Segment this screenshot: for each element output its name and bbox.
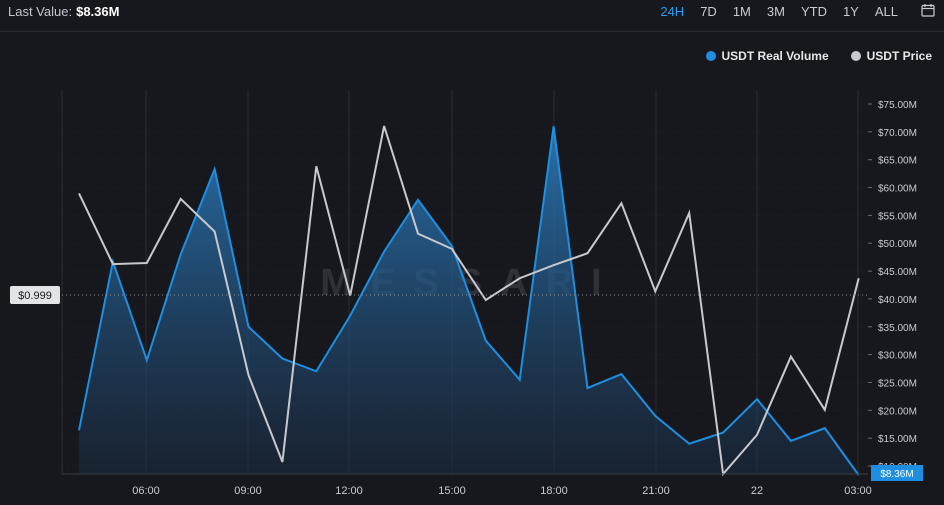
x-tick-label: 22 — [751, 485, 763, 497]
y-tick-label: $40.00M — [878, 295, 917, 306]
y-tick-label: $50.00M — [878, 239, 917, 250]
range-all-button[interactable]: ALL — [874, 4, 898, 19]
last-value-caption: Last Value: — [8, 4, 73, 19]
x-tick-label: 09:00 — [234, 485, 262, 497]
y-tick-label: $15.00M — [878, 434, 917, 445]
price-label-box — [10, 286, 60, 304]
legend-volume-dot — [705, 51, 716, 61]
legend-price[interactable]: USDT Price — [850, 49, 932, 63]
legend-volume-label: USDT Real Volume — [721, 49, 829, 63]
y-tick-label: $70.00M — [878, 128, 917, 139]
y-tick-label: $25.00M — [878, 378, 917, 389]
chart-toolbar: Last Value: $8.36M 24H 7D 1M 3M YTD 1Y AL… — [0, 0, 944, 30]
range-1y-button[interactable]: 1Y — [842, 4, 859, 19]
calendar-icon[interactable] — [921, 3, 935, 17]
y-tick-label: $75.00M — [878, 100, 917, 111]
y-tick-label: $35.00M — [878, 323, 917, 334]
y-tick-label: $55.00M — [878, 211, 917, 222]
time-range-selector: 24H 7D 1M 3M YTD 1Y ALL — [652, 4, 906, 19]
x-tick-label: 18:00 — [540, 485, 568, 497]
last-value: $8.36M — [76, 4, 120, 19]
x-tick-label: 03:00 — [844, 485, 872, 497]
y-tick-label: $45.00M — [878, 267, 917, 278]
x-tick-label: 15:00 — [438, 485, 466, 497]
range-7d-button[interactable]: 7D — [700, 4, 717, 19]
range-3m-button[interactable]: 3M — [766, 4, 785, 19]
last-value-label: Last Value: $8.36M — [8, 4, 119, 19]
volume-line — [78, 126, 860, 476]
volume-area — [79, 126, 859, 476]
price-line — [78, 125, 860, 477]
legend-price-dot — [850, 51, 861, 61]
y-tick-label: $30.00M — [878, 351, 917, 362]
range-24h-button[interactable]: 24H — [660, 4, 685, 19]
toolbar-divider — [0, 31, 944, 32]
y-tick-label: $60.00M — [878, 184, 917, 195]
range-ytd-button[interactable]: YTD — [800, 4, 827, 19]
x-tick-label: 21:00 — [642, 485, 670, 497]
range-1m-button[interactable]: 1M — [732, 4, 751, 19]
volume-last-label: $8.36M — [880, 469, 913, 480]
price-label: $0.999 — [18, 290, 52, 302]
x-tick-label: 06:00 — [132, 485, 160, 497]
legend-price-label: USDT Price — [866, 49, 932, 63]
x-tick-label: 12:00 — [335, 485, 363, 497]
y-tick-label: $65.00M — [878, 156, 917, 167]
legend-volume[interactable]: USDT Real Volume — [705, 49, 829, 63]
y-tick-label: $20.00M — [878, 406, 917, 417]
volume-last-box — [871, 465, 923, 481]
chart-legend: USDT Real Volume USDT Price — [705, 49, 932, 63]
